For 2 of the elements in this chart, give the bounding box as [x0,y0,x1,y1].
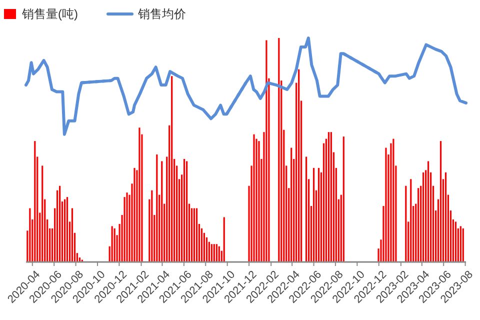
legend-label: 销售量(吨) [21,7,78,21]
legend-label: 销售均价 [137,7,186,21]
